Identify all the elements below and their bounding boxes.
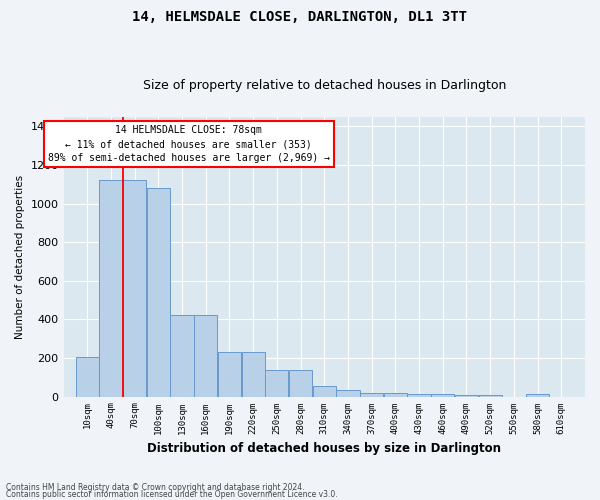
Bar	[431, 394, 454, 396]
Bar	[289, 370, 312, 396]
Bar	[242, 352, 265, 397]
Bar	[360, 392, 383, 396]
Bar	[265, 370, 289, 396]
X-axis label: Distribution of detached houses by size in Darlington: Distribution of detached houses by size …	[147, 442, 501, 455]
Text: 14 HELMSDALE CLOSE: 78sqm
← 11% of detached houses are smaller (353)
89% of semi: 14 HELMSDALE CLOSE: 78sqm ← 11% of detac…	[47, 125, 329, 163]
Text: 14, HELMSDALE CLOSE, DARLINGTON, DL1 3TT: 14, HELMSDALE CLOSE, DARLINGTON, DL1 3TT	[133, 10, 467, 24]
Bar	[337, 390, 359, 396]
Bar	[218, 352, 241, 397]
Bar	[170, 314, 194, 396]
Bar	[455, 394, 478, 396]
Bar	[407, 394, 431, 396]
Y-axis label: Number of detached properties: Number of detached properties	[15, 174, 25, 338]
Bar	[384, 392, 407, 396]
Bar	[194, 314, 217, 396]
Bar	[100, 180, 122, 396]
Text: Contains HM Land Registry data © Crown copyright and database right 2024.: Contains HM Land Registry data © Crown c…	[6, 484, 305, 492]
Bar	[526, 394, 549, 396]
Bar	[147, 188, 170, 396]
Bar	[313, 386, 336, 396]
Text: Contains public sector information licensed under the Open Government Licence v3: Contains public sector information licen…	[6, 490, 338, 499]
Bar	[479, 394, 502, 396]
Bar	[123, 180, 146, 396]
Bar	[76, 357, 99, 397]
Title: Size of property relative to detached houses in Darlington: Size of property relative to detached ho…	[143, 79, 506, 92]
